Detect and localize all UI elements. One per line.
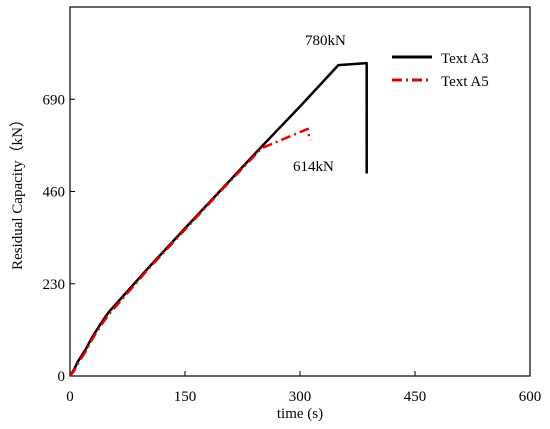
x-axis-label: time (s) [277,406,323,422]
series-layer [68,61,368,377]
y-axis-label: Residual Capacity（kN） [9,112,26,270]
series-line-text-a3 [68,61,368,377]
x-tick-label: 600 [519,389,542,405]
y-tick-label: 230 [43,277,66,293]
y-tick-label: 460 [43,185,66,201]
y-tick-label: 690 [43,92,66,108]
y-tick-label: 0 [58,369,66,385]
x-tick-label: 300 [289,389,312,405]
legend: Text A3 Text A5 [392,51,489,90]
x-tick-label: 450 [404,389,427,405]
legend-label-text-a3: Text A3 [441,51,489,67]
x-tick-label: 150 [174,389,197,405]
y-axis-ticks: 0 230 460 690 [43,92,75,385]
annotation-780kn: 780kN [305,33,346,49]
legend-label-text-a5: Text A5 [441,74,489,90]
series-line-text-a5 [69,127,312,377]
x-axis-ticks: 0 150 300 450 600 [66,371,541,405]
annotation-614kn: 614kN [293,159,334,175]
x-tick-label: 0 [66,389,74,405]
